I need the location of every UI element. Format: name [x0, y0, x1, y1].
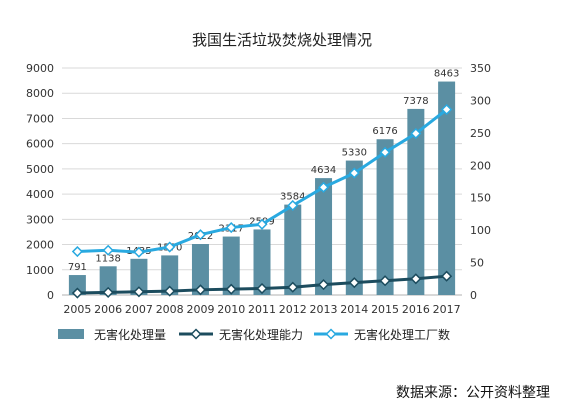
bar	[68, 275, 86, 295]
series-marker	[71, 287, 83, 299]
bar	[161, 255, 179, 295]
line-series	[71, 103, 453, 299]
series-marker	[102, 244, 114, 256]
y-left-tick-label: 9000	[26, 62, 54, 75]
legend: 无害化处理量 无害化处理能力 无害化处理工厂数	[58, 327, 450, 342]
series-marker	[133, 246, 145, 258]
series-marker	[379, 146, 391, 158]
series-marker	[164, 285, 176, 297]
x-tick-label: 2006	[94, 303, 122, 316]
y-left-tick-label: 3000	[26, 213, 54, 226]
bar	[130, 258, 148, 295]
series-marker	[441, 270, 453, 282]
series-marker	[102, 286, 114, 298]
y-left-tick-label: 4000	[26, 188, 54, 201]
bar-data-label: 4634	[311, 165, 336, 176]
y-right-tick-label: 350	[470, 62, 491, 75]
x-tick-label: 2014	[340, 303, 368, 316]
bar-data-label: 1138	[95, 253, 120, 264]
x-tick-label: 2015	[371, 303, 399, 316]
x-axis: 2005 2006 2007 2008 2009 2010 2011 2012 2013 2014…	[63, 303, 460, 316]
series-marker	[317, 181, 330, 193]
bar	[99, 266, 117, 295]
series-marker	[287, 199, 299, 212]
bar	[222, 236, 240, 295]
chart-title: 我国生活垃圾焚烧处理情况	[192, 31, 372, 49]
y-right-tick-label: 0	[470, 289, 477, 302]
series-marker	[256, 218, 268, 230]
bar	[438, 81, 456, 295]
series-marker	[410, 127, 422, 140]
y-axis-right: 0 50 100 150 200 250 300 350	[470, 62, 491, 302]
bar	[407, 108, 425, 295]
series-marker	[225, 221, 237, 234]
series-marker	[441, 103, 453, 116]
bar	[253, 229, 271, 295]
x-tick-label: 2010	[217, 303, 245, 316]
x-tick-label: 2016	[402, 303, 430, 316]
series-marker	[410, 273, 422, 285]
legend-marker	[325, 328, 337, 340]
y-left-tick-label: 2000	[26, 239, 54, 252]
y-right-tick-label: 50	[470, 257, 484, 270]
series-marker	[317, 279, 330, 291]
series-marker	[287, 281, 299, 293]
legend-label: 无害化处理工厂数	[354, 327, 450, 342]
legend-label: 无害化处理能力	[219, 327, 303, 342]
bar-data-label: 3584	[280, 192, 305, 203]
x-tick-label: 2011	[248, 303, 276, 316]
x-tick-label: 2012	[279, 303, 307, 316]
series-marker	[133, 286, 145, 298]
x-tick-label: 2008	[156, 303, 184, 316]
y-axis-left: 0 1000 2000 3000 4000 5000 6000 7000 8000 9000	[26, 62, 54, 302]
y-left-tick-label: 8000	[26, 87, 54, 100]
bar	[345, 160, 363, 295]
y-left-tick-label: 1000	[26, 264, 54, 277]
bar-data-label: 791	[68, 262, 87, 273]
series-marker	[225, 283, 237, 295]
x-tick-label: 2013	[310, 303, 338, 316]
series-marker	[256, 282, 268, 295]
series-marker	[194, 229, 207, 241]
bar	[191, 244, 209, 295]
x-tick-label: 2009	[186, 303, 214, 316]
bar	[315, 178, 333, 295]
y-left-tick-label: 5000	[26, 163, 54, 176]
source-note: 数据来源：公开资料整理	[396, 385, 550, 401]
bar	[376, 139, 394, 295]
bar-data-label: 8463	[434, 69, 459, 80]
y-right-tick-label: 300	[470, 94, 491, 107]
x-tick-label: 2007	[125, 303, 153, 316]
y-right-tick-label: 100	[470, 224, 491, 237]
series-marker	[348, 277, 360, 289]
series-marker	[71, 245, 83, 258]
bar-data-label: 6176	[372, 126, 397, 137]
legend-marker	[190, 328, 202, 340]
gridlines	[62, 67, 462, 296]
legend-label: 无害化处理量	[94, 327, 166, 342]
y-left-tick-label: 7000	[26, 112, 54, 125]
x-tick-label: 2017	[433, 303, 461, 316]
y-right-tick-label: 150	[470, 192, 491, 205]
bar-data-label: 7378	[403, 96, 428, 107]
bar-data-label: 5330	[342, 148, 367, 159]
x-tick-label: 2005	[63, 303, 91, 316]
bar-series	[68, 81, 456, 295]
bar	[284, 204, 302, 295]
series-marker	[379, 275, 391, 287]
y-left-tick-label: 6000	[26, 138, 54, 151]
y-left-tick-label: 0	[47, 289, 54, 302]
y-right-tick-label: 250	[470, 127, 491, 140]
legend-swatch	[58, 329, 84, 339]
series-marker	[194, 284, 207, 296]
y-right-tick-label: 200	[470, 159, 491, 172]
series-marker	[164, 241, 176, 253]
series-marker	[348, 167, 360, 179]
